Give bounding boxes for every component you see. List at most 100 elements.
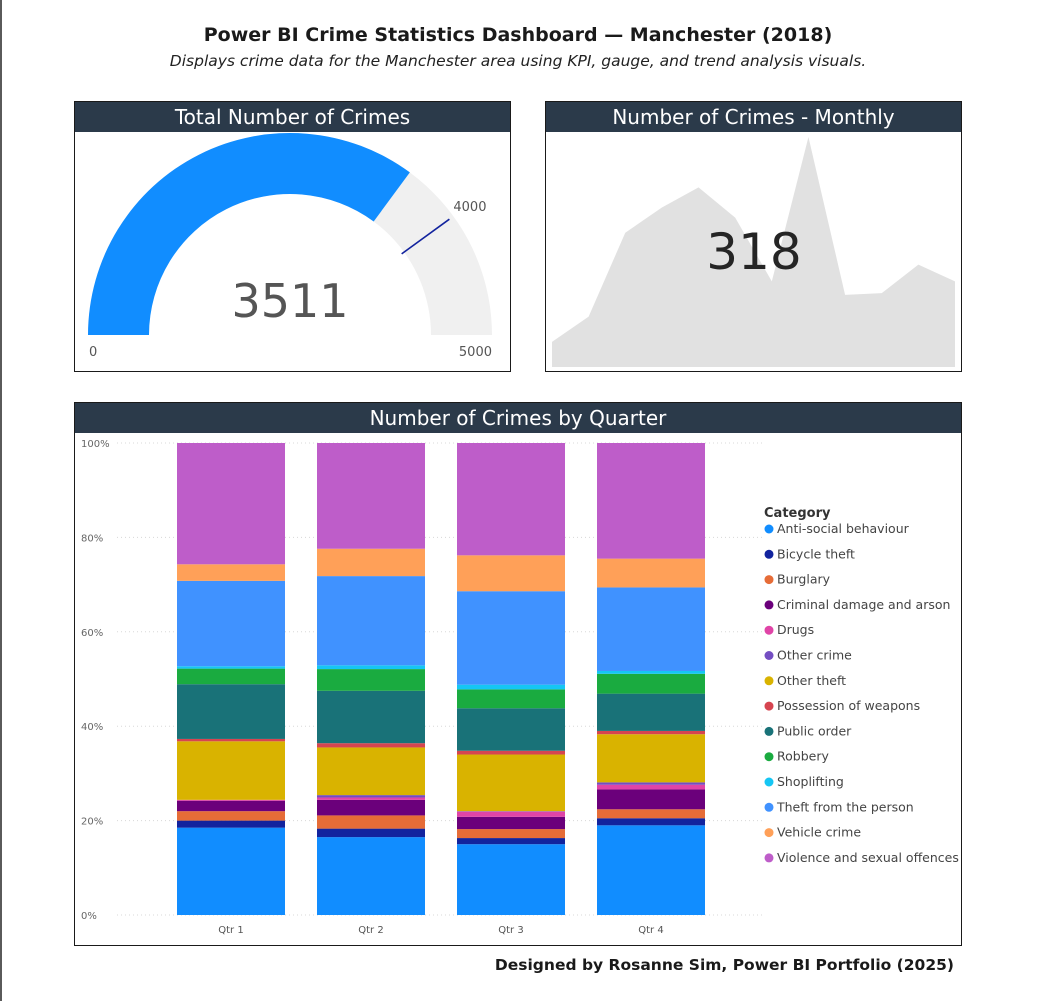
legend-swatch [764, 524, 774, 534]
bar-segment[interactable] [317, 576, 425, 666]
legend-item[interactable]: Criminal damage and arson [777, 597, 950, 612]
legend-item[interactable]: Anti-social behaviour [777, 521, 910, 536]
bar-segment[interactable] [597, 558, 705, 588]
legend-swatch [764, 701, 774, 711]
bar-segment[interactable] [177, 666, 285, 669]
gauge-panel-title: Total Number of Crimes [75, 102, 510, 132]
bar-segment[interactable] [177, 738, 285, 742]
stacked-bar-chart: 0%20%40%60%80%100% Qtr 1 Qtr 2 Qtr 3 Qtr 4 … [81, 439, 959, 936]
bar-segment[interactable] [597, 693, 705, 731]
bar-segment[interactable] [597, 730, 705, 735]
bar-segment[interactable] [317, 665, 425, 670]
x-tick-label: Qtr 2 [358, 925, 383, 936]
gauge-value-arc[interactable] [88, 133, 410, 335]
legend-swatch [764, 828, 774, 838]
bar-segment[interactable] [597, 809, 705, 819]
bar-segment[interactable] [317, 799, 425, 816]
legend-item[interactable]: Shoplifting [777, 774, 844, 789]
bar-segment[interactable] [597, 818, 705, 826]
page-left-border [0, 0, 2, 1001]
bar-segment[interactable] [177, 564, 285, 581]
gauge-panel[interactable]: Total Number of Crimes 4000 3511 0 5000 [74, 101, 511, 372]
bar-segment[interactable] [317, 548, 425, 577]
bar-segment[interactable] [317, 795, 425, 798]
bar-segment[interactable] [597, 673, 705, 694]
bar-segment[interactable] [457, 689, 565, 709]
bar-segment[interactable] [177, 580, 285, 667]
legend-swatch [764, 752, 774, 762]
bar-segment[interactable] [177, 800, 285, 812]
bar-segment[interactable] [177, 827, 285, 915]
bar-segment[interactable] [177, 811, 285, 821]
bar-segment[interactable] [177, 684, 285, 739]
legend-item[interactable]: Other crime [777, 648, 852, 663]
legend-swatch [764, 676, 774, 686]
monthly-area-chart: 318 [552, 137, 955, 367]
legend-item[interactable]: Burglary [777, 572, 831, 587]
bar-segment[interactable] [317, 815, 425, 829]
bar-segment[interactable] [317, 797, 425, 800]
bar-segment[interactable] [317, 443, 425, 549]
gauge-min-label: 0 [89, 345, 97, 360]
bar-segment[interactable] [177, 443, 285, 565]
bar-segment[interactable] [177, 820, 285, 828]
legend-swatch [764, 777, 774, 787]
bar-segment[interactable] [457, 750, 565, 755]
bar-segment[interactable] [317, 747, 425, 796]
bar-segment[interactable] [597, 670, 705, 674]
bar-segment[interactable] [597, 789, 705, 810]
bar-segment[interactable] [317, 743, 425, 748]
quarter-bar-panel[interactable]: Number of Crimes by Quarter 0% 20% 40% 60% 8… [74, 402, 962, 946]
bar-segment[interactable] [177, 741, 285, 800]
bar-segment[interactable] [457, 754, 565, 812]
bar-segment[interactable] [457, 844, 565, 915]
y-tick-label: 60% [81, 628, 103, 639]
legend-item[interactable]: Bicycle theft [777, 546, 855, 561]
bar-segment[interactable] [457, 816, 565, 830]
legend-item[interactable]: Vehicle crime [777, 825, 861, 840]
legend-item[interactable]: Violence and sexual offences [777, 850, 959, 865]
bar-segment[interactable] [457, 811, 565, 817]
y-tick-label: 80% [81, 533, 103, 544]
legend-item[interactable]: Robbery [777, 749, 829, 764]
page-subtitle: Displays crime data for the Manchester a… [169, 52, 867, 70]
bar-segment[interactable] [457, 829, 565, 839]
bar-segment[interactable] [177, 668, 285, 685]
bar-segment[interactable] [597, 825, 705, 915]
bar-segment[interactable] [597, 734, 705, 783]
kpi-panel[interactable]: Number of Crimes - Monthly 318 [545, 101, 962, 372]
bar-segment[interactable] [317, 828, 425, 838]
bar-segment[interactable] [317, 837, 425, 915]
bar-segment[interactable] [457, 838, 565, 845]
legend-item[interactable]: Other theft [777, 673, 846, 688]
bar-segment[interactable] [597, 443, 705, 559]
gauge-target-label: 4000 [453, 200, 486, 215]
legend-item[interactable]: Theft from the person [776, 799, 914, 814]
y-tick-label: 100% [81, 439, 110, 450]
bar-segment[interactable] [597, 587, 705, 671]
legend-swatch [764, 853, 774, 863]
legend-swatch [764, 575, 774, 585]
bar-segment[interactable] [457, 555, 565, 592]
y-tick-label: 20% [81, 817, 103, 828]
bar-segment[interactable] [597, 782, 705, 785]
legend-swatch [764, 726, 774, 736]
bar-segment[interactable] [457, 684, 565, 690]
legend-title: Category [764, 506, 831, 521]
bar-segment[interactable] [317, 690, 425, 744]
monthly-trend-area[interactable] [552, 137, 955, 367]
legend-item[interactable]: Possession of weapons [777, 698, 920, 713]
bar-segment[interactable] [457, 443, 565, 556]
legend-swatch [764, 600, 774, 610]
page-title: Power BI Crime Statistics Dashboard — Ma… [203, 24, 833, 46]
x-tick-label: Qtr 4 [638, 925, 663, 936]
bar-segment[interactable] [457, 708, 565, 751]
legend-swatch [764, 651, 774, 660]
bar-segment[interactable] [597, 784, 705, 790]
x-tick-label: Qtr 1 [218, 925, 243, 936]
legend-item[interactable]: Drugs [777, 622, 814, 637]
legend-item[interactable]: Public order [777, 723, 852, 738]
bar-segment[interactable] [317, 669, 425, 691]
bar-segment[interactable] [177, 799, 285, 801]
bar-segment[interactable] [457, 591, 565, 685]
